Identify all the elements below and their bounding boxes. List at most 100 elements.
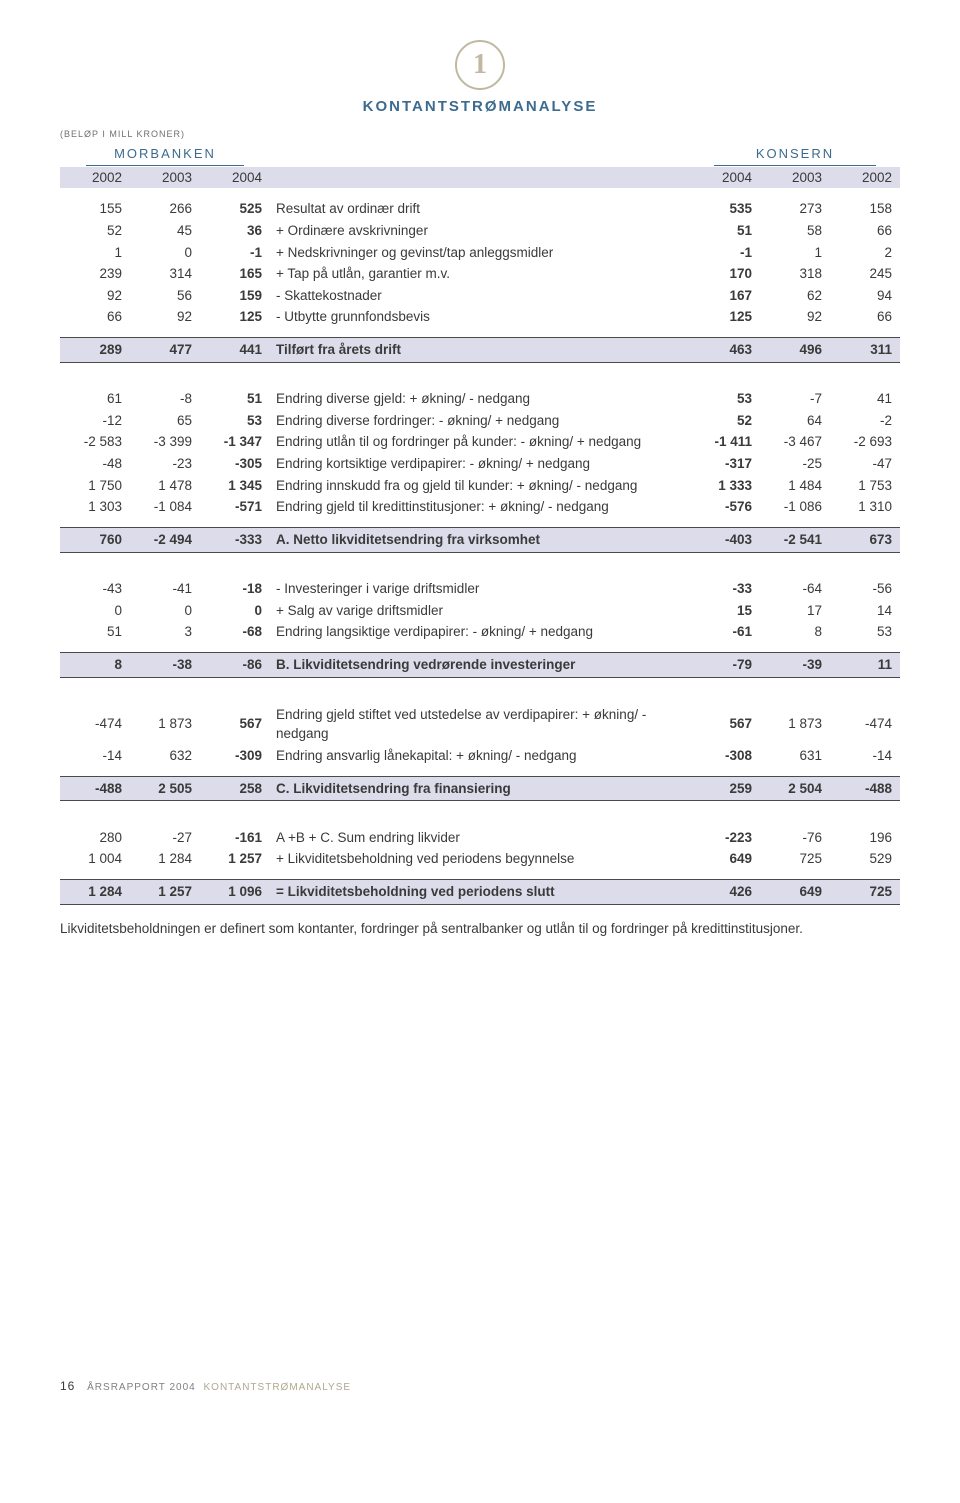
cell: -309 <box>200 745 270 767</box>
page-footer: 16 ÅRSRAPPORT 2004 KONTANTSTRØMANALYSE <box>60 1379 900 1393</box>
cell: -317 <box>690 453 760 475</box>
cell: 158 <box>830 198 900 220</box>
cell: 159 <box>200 285 270 307</box>
cell: -1 <box>200 242 270 264</box>
cell: 2 <box>830 242 900 264</box>
row-description: Endring gjeld til kredittinstitusjoner: … <box>270 496 690 518</box>
row-description: Endring ansvarlig lånekapital: + økning/… <box>270 745 690 767</box>
cell: -474 <box>830 704 900 745</box>
cell: 15 <box>690 600 760 622</box>
cell: 94 <box>830 285 900 307</box>
cell: 1 257 <box>130 880 200 905</box>
cell: -25 <box>760 453 830 475</box>
cell: 51 <box>60 621 130 643</box>
row-description: Endring langsiktige verdipapirer: - økni… <box>270 621 690 643</box>
cell: 477 <box>130 338 200 363</box>
row-description: + Ordinære avskrivninger <box>270 220 690 242</box>
cell: 92 <box>60 285 130 307</box>
summary-description: C. Likviditetsendring fra finansiering <box>270 776 690 801</box>
cell: 196 <box>830 827 900 849</box>
cell: -3 399 <box>130 431 200 453</box>
cell: 1 484 <box>760 475 830 497</box>
cell: -305 <box>200 453 270 475</box>
summary-description: = Likviditetsbeholdning ved periodens sl… <box>270 880 690 905</box>
year-c2: 2003 <box>130 167 200 189</box>
cell: -48 <box>60 453 130 475</box>
cell: -23 <box>130 453 200 475</box>
cell: 165 <box>200 263 270 285</box>
cell: -1 086 <box>760 496 830 518</box>
table-row: 6692125- Utbytte grunnfondsbevis1259266 <box>60 306 900 328</box>
cell: -403 <box>690 528 760 553</box>
cell: 1 284 <box>130 848 200 870</box>
year-c4: 2004 <box>690 167 760 189</box>
cell: 1 873 <box>760 704 830 745</box>
cell: 314 <box>130 263 200 285</box>
cell: 8 <box>60 653 130 678</box>
summary-description: A. Netto likviditetsendring fra virksomh… <box>270 528 690 553</box>
table-row: 1 0041 2841 257+ Likviditetsbeholdning v… <box>60 848 900 870</box>
cell: 239 <box>60 263 130 285</box>
cell: 245 <box>830 263 900 285</box>
row-description: Endring utlån til og fordringer på kunde… <box>270 431 690 453</box>
table-row: 280-27-161A +B + C. Sum endring likvider… <box>60 827 900 849</box>
row-description: Resultat av ordinær drift <box>270 198 690 220</box>
logo: 1 <box>60 40 900 90</box>
cell: 496 <box>760 338 830 363</box>
row-description: + Tap på utlån, garantier m.v. <box>270 263 690 285</box>
cell: -14 <box>60 745 130 767</box>
cell: -86 <box>200 653 270 678</box>
years-row: 2002 2003 2004 2004 2003 2002 <box>60 167 900 189</box>
cell: 53 <box>690 388 760 410</box>
cell: 1 753 <box>830 475 900 497</box>
cell: 673 <box>830 528 900 553</box>
row-description: Endring diverse gjeld: + økning/ - nedga… <box>270 388 690 410</box>
group-left: MORBANKEN <box>86 145 244 166</box>
row-description: + Nedskrivninger og gevinst/tap anleggsm… <box>270 242 690 264</box>
cell: 2 505 <box>130 776 200 801</box>
logo-digit: 1 <box>455 40 505 90</box>
cell: 1 750 <box>60 475 130 497</box>
cell: 92 <box>760 306 830 328</box>
cell: 463 <box>690 338 760 363</box>
cell: -488 <box>60 776 130 801</box>
cell: 1 257 <box>200 848 270 870</box>
table-row: -126553Endring diverse fordringer: - økn… <box>60 410 900 432</box>
cell: -76 <box>760 827 830 849</box>
cell: -79 <box>690 653 760 678</box>
summary-description: Tilført fra årets drift <box>270 338 690 363</box>
summary-row: 1 2841 2571 096= Likviditetsbeholdning v… <box>60 880 900 905</box>
summary-row: 8-38-86B. Likviditetsendring vedrørende … <box>60 653 900 678</box>
cell: -39 <box>760 653 830 678</box>
table-row: -43-41-18- Investeringer i varige drifts… <box>60 578 900 600</box>
cell: 62 <box>760 285 830 307</box>
year-c5: 2003 <box>760 167 830 189</box>
table-row: 10-1+ Nedskrivninger og gevinst/tap anle… <box>60 242 900 264</box>
cell: 56 <box>130 285 200 307</box>
cell: 273 <box>760 198 830 220</box>
table-row: -2 583-3 399-1 347Endring utlån til og f… <box>60 431 900 453</box>
cell: 725 <box>830 880 900 905</box>
cell: -1 411 <box>690 431 760 453</box>
cell: 61 <box>60 388 130 410</box>
cell: 631 <box>760 745 830 767</box>
cell: -2 494 <box>130 528 200 553</box>
cell: 1 096 <box>200 880 270 905</box>
cell: 1 <box>60 242 130 264</box>
cell: 3 <box>130 621 200 643</box>
table-row: 1 7501 4781 345Endring innskudd fra og g… <box>60 475 900 497</box>
table-row: 9256159- Skattekostnader1676294 <box>60 285 900 307</box>
cell: 66 <box>830 306 900 328</box>
cell: 92 <box>130 306 200 328</box>
cell: 1 284 <box>60 880 130 905</box>
cell: -68 <box>200 621 270 643</box>
table-row: 239314165+ Tap på utlån, garantier m.v.1… <box>60 263 900 285</box>
cell: 311 <box>830 338 900 363</box>
cell: 65 <box>130 410 200 432</box>
cell: 1 303 <box>60 496 130 518</box>
cell: 426 <box>690 880 760 905</box>
cell: -488 <box>830 776 900 801</box>
table-row: 61-851Endring diverse gjeld: + økning/ -… <box>60 388 900 410</box>
row-description: + Likviditetsbeholdning ved periodens be… <box>270 848 690 870</box>
cell: 66 <box>60 306 130 328</box>
